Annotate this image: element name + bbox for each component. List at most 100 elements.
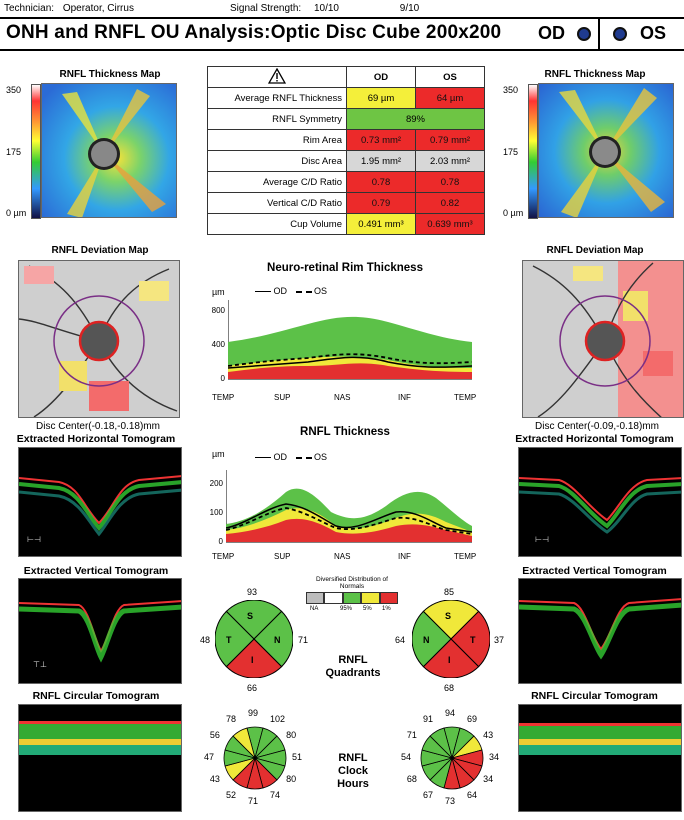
warning-triangle-icon xyxy=(267,67,287,84)
os-quadrant-n xyxy=(412,610,452,668)
od-quad-s-label: S xyxy=(247,611,254,621)
od-eye-icon xyxy=(577,27,591,41)
metric-od: 1.95 mm² xyxy=(346,150,416,172)
od-color-scale xyxy=(31,84,41,219)
rim-legend-os: OS xyxy=(314,286,328,296)
rim-legend: OD OS xyxy=(255,286,327,296)
rnfl-legend-od: OD xyxy=(273,452,288,462)
os-clock-value: 54 xyxy=(401,752,412,762)
od-quadrant-s xyxy=(225,600,283,640)
clock-label-line1: RNFL xyxy=(338,752,368,764)
signal-strength: Signal Strength: 10/10 9/10 xyxy=(230,3,419,14)
os-clock-value: 67 xyxy=(423,790,434,801)
os-horizontal-title: Extracted Horizontal Tomogram xyxy=(515,433,674,445)
od-scale-top: 350 xyxy=(6,85,22,95)
os-quad-left: 64 xyxy=(395,635,406,645)
os-quad-i-label: I xyxy=(448,655,451,665)
clock-label-line3: Hours xyxy=(337,778,369,790)
od-clock-value: 56 xyxy=(209,730,220,740)
metric-od: 0.79 xyxy=(346,192,416,214)
od-label: OD xyxy=(538,23,565,43)
os-clock-value: 94 xyxy=(445,708,456,718)
os-clock-value: 34 xyxy=(483,774,494,784)
od-quadrant-i xyxy=(225,638,283,678)
os-vertical-tomogram xyxy=(518,578,682,684)
os-quadrant-i xyxy=(422,638,480,678)
os-eye-icon xyxy=(613,27,627,41)
od-clock-value: 47 xyxy=(204,752,215,762)
os-quad-s-label: S xyxy=(445,611,452,621)
rnfl-ytick: 100 xyxy=(209,508,223,517)
os-quad-n-label: N xyxy=(423,635,430,645)
quadrants-label-line2: Quadrants xyxy=(325,667,381,679)
os-thickness-map-image xyxy=(538,83,674,218)
od-quad-bottom: 66 xyxy=(247,683,258,693)
metric-row: RNFL Symmetry 89% xyxy=(207,108,485,130)
od-horizontal-title: Extracted Horizontal Tomogram xyxy=(16,433,176,445)
rnfl-xtick: INF xyxy=(398,552,411,561)
rim-xtick: NAS xyxy=(334,393,351,402)
os-scale-mid: 175 xyxy=(503,147,519,157)
rnfl-legend-os: OS xyxy=(314,452,328,462)
signal-label: Signal Strength: xyxy=(230,3,302,14)
legend-label: 1% xyxy=(382,606,391,612)
rim-chart-plot xyxy=(228,300,472,380)
rnfl-chart-plot xyxy=(226,470,472,543)
metric-label: Rim Area xyxy=(207,129,347,151)
rnfl-xtick: NAS xyxy=(334,552,351,561)
svg-text:⊢⊣: ⊢⊣ xyxy=(27,535,41,544)
technician-label: Technician: xyxy=(4,3,55,14)
metric-label: Disc Area xyxy=(207,150,347,172)
rnfl-xtick: TEMP xyxy=(454,552,477,561)
os-clock-value: 91 xyxy=(423,713,434,724)
legend-swatch-na xyxy=(306,592,325,604)
od-quadrant-n xyxy=(253,610,293,668)
metric-row: Average RNFL Thickness 69 µm 64 µm xyxy=(207,87,485,109)
metric-label: Average C/D Ratio xyxy=(207,171,347,193)
metric-os: 0.79 mm² xyxy=(415,129,485,151)
rim-xtick: INF xyxy=(398,393,411,402)
os-clock-value: 69 xyxy=(467,713,478,724)
metric-row: Disc Area 1.95 mm² 2.03 mm² xyxy=(207,150,485,172)
rim-xtick: TEMP xyxy=(454,393,477,402)
legend-label: 5% xyxy=(363,606,372,612)
od-clock-sector xyxy=(232,727,256,760)
od-deviation-title: RNFL Deviation Map xyxy=(51,245,149,256)
metric-os: 0.82 xyxy=(415,192,485,214)
metric-od: 0.78 xyxy=(346,171,416,193)
rnfl-ytick: 200 xyxy=(209,479,223,488)
od-thickness-map-title: RNFL Thickness Map xyxy=(59,69,161,80)
distribution-legend-swatches xyxy=(306,592,399,604)
metric-os: 2.03 mm² xyxy=(415,150,485,172)
metric-os: 0.639 mm³ xyxy=(415,213,485,235)
od-quad-n-label: N xyxy=(274,635,281,645)
legend-swatch-green xyxy=(342,592,362,604)
clock-label-line2: Clock xyxy=(338,765,368,777)
metric-row: Cup Volume 0.491 mm³ 0.639 mm³ xyxy=(207,213,485,235)
od-clock-value: 71 xyxy=(248,796,259,806)
od-quad-right: 71 xyxy=(298,635,309,645)
technician-value: Operator, Cirrus xyxy=(62,3,134,14)
os-clock-sector xyxy=(429,727,453,760)
os-thickness-map-title: RNFL Thickness Map xyxy=(544,69,646,80)
quadrants-label: RNFL Quadrants xyxy=(318,654,388,680)
os-quad-right: 37 xyxy=(494,635,505,645)
legend-label: NA xyxy=(310,606,319,612)
legend-swatch-red xyxy=(379,592,399,604)
os-color-scale xyxy=(528,84,538,219)
rim-chart-title: Neuro-retinal Rim Thickness xyxy=(267,262,423,274)
warning-cell xyxy=(207,66,347,88)
od-legend-line xyxy=(255,291,271,293)
os-circular-title: RNFL Circular Tomogram xyxy=(531,690,658,702)
od-disc-center: Disc Center(-0.18,-0.18)mm xyxy=(36,421,160,432)
rim-unit: µm xyxy=(212,287,225,297)
os-quad-top: 85 xyxy=(444,587,455,597)
os-clock-value: 64 xyxy=(467,790,478,801)
metric-label: RNFL Symmetry xyxy=(207,108,347,130)
metric-label: Average RNFL Thickness xyxy=(207,87,347,109)
svg-text:⊢⊣: ⊢⊣ xyxy=(535,535,549,544)
col-header-od: OD xyxy=(346,66,416,88)
clock-label: RNFL Clock Hours xyxy=(318,752,388,791)
metric-os: 64 µm xyxy=(415,87,485,109)
od-quad-top: 93 xyxy=(247,587,258,597)
